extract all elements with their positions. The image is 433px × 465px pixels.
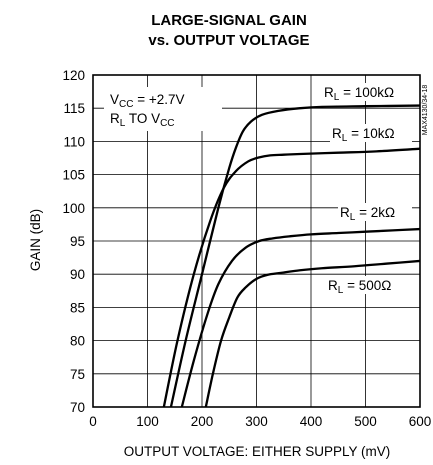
plot-frame	[92, 74, 421, 408]
series-label-2k-main: R	[340, 205, 350, 220]
x-tick-label: 400	[300, 414, 323, 429]
curves	[162, 104, 421, 408]
y-tick-label: 95	[70, 234, 85, 249]
series-label-2k-sub: L	[350, 212, 356, 223]
condition-supply-voltage: VCC = +2.7V	[110, 92, 185, 110]
curve-rl-10k	[162, 147, 421, 408]
y-axis-label: GAIN (dB)	[28, 209, 43, 271]
y-tick-label: 105	[62, 168, 85, 183]
x-tick-label: 600	[409, 414, 432, 429]
y-tick-label: 110	[63, 134, 85, 149]
series-label-500-sub: L	[338, 285, 344, 296]
series-label-2k-rest: = 2kΩ	[355, 205, 395, 220]
y-tick-label: 115	[63, 101, 85, 116]
chart-title-line-1: LARGE-SIGNAL GAIN	[151, 12, 307, 29]
condition-supply-main: V	[110, 92, 119, 107]
y-tick-label: 75	[70, 367, 85, 382]
chart-title-line-2: vs. OUTPUT VOLTAGE	[148, 32, 309, 49]
y-tick-label: 70	[70, 400, 85, 415]
series-label-10k-main: R	[332, 126, 342, 141]
x-tick-label: 200	[191, 414, 214, 429]
label-background-10k	[330, 124, 412, 142]
condition-load-connection: RL TO VCC	[110, 111, 175, 129]
label-background-500	[326, 276, 412, 294]
curve-rl-500	[204, 259, 421, 408]
series-label-100k-rest: = 100kΩ	[339, 85, 394, 100]
figure-id: MAX4130/34-18	[422, 85, 429, 136]
series-label-100k-sub: L	[334, 92, 340, 103]
x-tick-label: 300	[245, 414, 268, 429]
curve-rl-100k	[169, 104, 421, 408]
y-axis-ticks: 70 75 80 85 90 95 100 105 110 115 120	[62, 68, 85, 415]
series-label-100k-main: R	[324, 85, 334, 100]
series-label-10k-rest: = 10kΩ	[347, 126, 394, 141]
condition-load-mid: TO V	[125, 111, 160, 126]
curve-rl-2k	[180, 227, 421, 408]
x-tick-label: 500	[354, 414, 377, 429]
label-background-2k	[338, 203, 412, 221]
y-tick-label: 120	[62, 68, 85, 83]
x-tick-label: 100	[136, 414, 159, 429]
condition-box-background	[104, 87, 222, 131]
series-label-100k: RL = 100kΩ	[324, 85, 394, 103]
condition-load-sub2: CC	[160, 118, 174, 129]
condition-load-main: R	[110, 111, 120, 126]
y-tick-label: 80	[70, 334, 85, 349]
label-background-100k	[322, 83, 414, 101]
series-label-500: RL = 500Ω	[328, 278, 391, 296]
y-tick-label: 90	[70, 267, 85, 282]
condition-supply-rest: = +2.7V	[133, 92, 184, 107]
series-label-2k: RL = 2kΩ	[340, 205, 395, 223]
series-label-10k-sub: L	[342, 133, 348, 144]
y-tick-label: 100	[62, 201, 85, 216]
series-label-10k: RL = 10kΩ	[332, 126, 395, 144]
series-label-500-main: R	[328, 278, 338, 293]
x-axis-ticks: 0 100 200 300 400 500 600	[89, 414, 431, 429]
x-axis-label: OUTPUT VOLTAGE: EITHER SUPPLY (mV)	[124, 444, 391, 459]
condition-supply-sub: CC	[119, 99, 133, 110]
y-tick-label: 85	[70, 300, 85, 315]
series-label-500-rest: = 500Ω	[343, 278, 391, 293]
x-tick-label: 0	[89, 414, 97, 429]
condition-load-sub: L	[120, 118, 126, 129]
